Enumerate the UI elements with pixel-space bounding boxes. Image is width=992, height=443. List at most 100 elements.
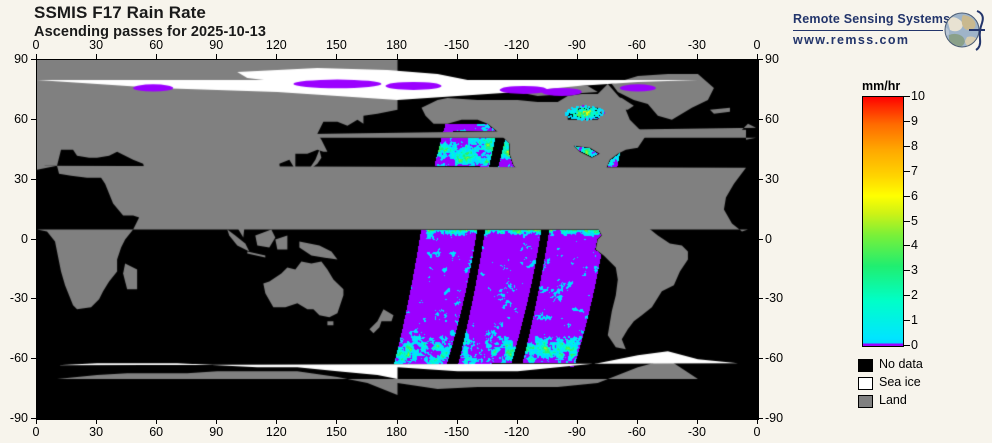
legend-label: Sea ice xyxy=(879,375,921,389)
rain-rate-map[interactable] xyxy=(36,59,759,420)
y-tick-left xyxy=(31,118,36,120)
x-tick-bottom xyxy=(576,419,578,424)
y-tick-right xyxy=(758,298,763,300)
x-axis-label: 120 xyxy=(265,425,287,439)
x-tick-bottom xyxy=(276,419,278,424)
y-tick-left xyxy=(31,59,36,60)
y-tick-left xyxy=(31,178,36,180)
x-tick-bottom xyxy=(36,419,37,424)
legend-label: Land xyxy=(879,393,907,407)
x-tick-top xyxy=(456,54,458,59)
colorbar-tick xyxy=(903,145,910,147)
x-axis-label: -90 xyxy=(567,38,586,52)
map-raster xyxy=(37,60,758,419)
y-axis-label: -30 xyxy=(765,291,784,306)
y-axis-label: 60 xyxy=(765,111,779,126)
x-tick-bottom xyxy=(156,419,158,424)
x-tick-bottom xyxy=(636,419,638,424)
x-axis-label: -90 xyxy=(567,425,586,439)
y-axis-label: 90 xyxy=(14,52,28,66)
colorbar-tick-label: 5 xyxy=(911,213,918,228)
legend-item: Land xyxy=(858,392,978,410)
x-axis-label: -30 xyxy=(687,38,706,52)
x-axis-label: -150 xyxy=(444,38,470,52)
x-tick-top xyxy=(276,54,278,59)
x-tick-bottom xyxy=(757,419,758,424)
y-tick-left xyxy=(31,238,36,240)
colorbar-tick-label: 10 xyxy=(911,89,925,103)
colorbar-tick xyxy=(903,320,910,322)
x-axis-label: 60 xyxy=(149,38,164,52)
x-axis-label: -60 xyxy=(627,425,646,439)
y-axis-label: 60 xyxy=(14,111,28,126)
x-tick-bottom xyxy=(336,419,338,424)
x-axis-label: -150 xyxy=(444,425,470,439)
x-axis-label: -30 xyxy=(687,425,706,439)
x-tick-bottom xyxy=(456,419,458,424)
x-axis-label: 120 xyxy=(265,38,287,52)
colorbar-tick-label: 4 xyxy=(911,238,918,253)
colorbar-tick-label: 0 xyxy=(911,338,918,352)
y-axis-label: 90 xyxy=(765,52,779,66)
y-axis-label: -90 xyxy=(765,411,784,425)
y-tick-left xyxy=(31,298,36,300)
y-tick-right xyxy=(758,178,763,180)
x-axis-label: 30 xyxy=(89,425,104,439)
page-title: SSMIS F17 Rain Rate xyxy=(34,3,206,22)
y-axis-label: -30 xyxy=(9,291,28,306)
x-axis-label: 0 xyxy=(753,38,761,52)
x-tick-top xyxy=(216,54,218,59)
logo-company-name: Remote Sensing Systems xyxy=(793,12,951,26)
x-axis-label: 150 xyxy=(325,38,347,52)
colorbar-tick-label: 7 xyxy=(911,163,918,178)
x-tick-top xyxy=(757,54,758,59)
x-tick-bottom xyxy=(96,419,98,424)
x-axis-label: 60 xyxy=(149,425,164,439)
colorbar-tick xyxy=(903,270,910,272)
colorbar-tick xyxy=(903,220,910,222)
x-tick-top xyxy=(576,54,578,59)
legend-item: Sea ice xyxy=(858,374,978,392)
legend-item: No data xyxy=(858,356,978,374)
y-axis-label: -90 xyxy=(9,411,28,425)
colorbar-tick-label: 8 xyxy=(911,138,918,153)
colorbar-gradient[interactable] xyxy=(862,96,904,347)
x-tick-bottom xyxy=(216,419,218,424)
x-axis-label: 150 xyxy=(325,425,347,439)
y-axis-label: 0 xyxy=(21,231,28,246)
y-tick-right xyxy=(758,238,763,240)
x-tick-bottom xyxy=(396,419,398,424)
colorbar-tick xyxy=(903,96,910,97)
y-tick-right xyxy=(758,118,763,120)
remss-logo[interactable]: Remote Sensing Systems www.remss.com xyxy=(793,10,985,56)
x-tick-bottom xyxy=(516,419,518,424)
x-tick-top xyxy=(636,54,638,59)
y-axis-label: -60 xyxy=(9,351,28,366)
y-axis-label: -60 xyxy=(765,351,784,366)
x-axis-label: 0 xyxy=(753,425,761,439)
map-legend: No data Sea ice Land xyxy=(858,356,978,410)
colorbar-tick-label: 3 xyxy=(911,263,918,278)
colorbar-tick-label: 2 xyxy=(911,288,918,303)
colorbar-tick xyxy=(903,295,910,297)
x-axis-label: 90 xyxy=(209,38,224,52)
legend-label: No data xyxy=(879,357,923,371)
x-axis-label: -120 xyxy=(504,425,530,439)
y-tick-right xyxy=(758,59,763,60)
colorbar-tick xyxy=(903,195,910,197)
x-axis-label: 180 xyxy=(386,38,407,52)
colorbar-title: mm/hr xyxy=(862,79,901,93)
page-subtitle: Ascending passes for 2025-10-13 xyxy=(34,24,266,40)
colorbar-tick-label: 9 xyxy=(911,113,918,128)
y-tick-right xyxy=(758,358,763,360)
x-axis-label: 0 xyxy=(32,38,40,52)
x-axis-label: 180 xyxy=(386,425,407,439)
x-axis-label: -120 xyxy=(504,38,530,52)
legend-swatch xyxy=(858,395,873,408)
colorbar-tick xyxy=(903,120,910,122)
legend-swatch xyxy=(858,359,873,372)
logo-divider xyxy=(793,30,943,31)
colorbar-tick xyxy=(903,170,910,172)
x-tick-top xyxy=(336,54,338,59)
x-tick-top xyxy=(696,54,698,59)
